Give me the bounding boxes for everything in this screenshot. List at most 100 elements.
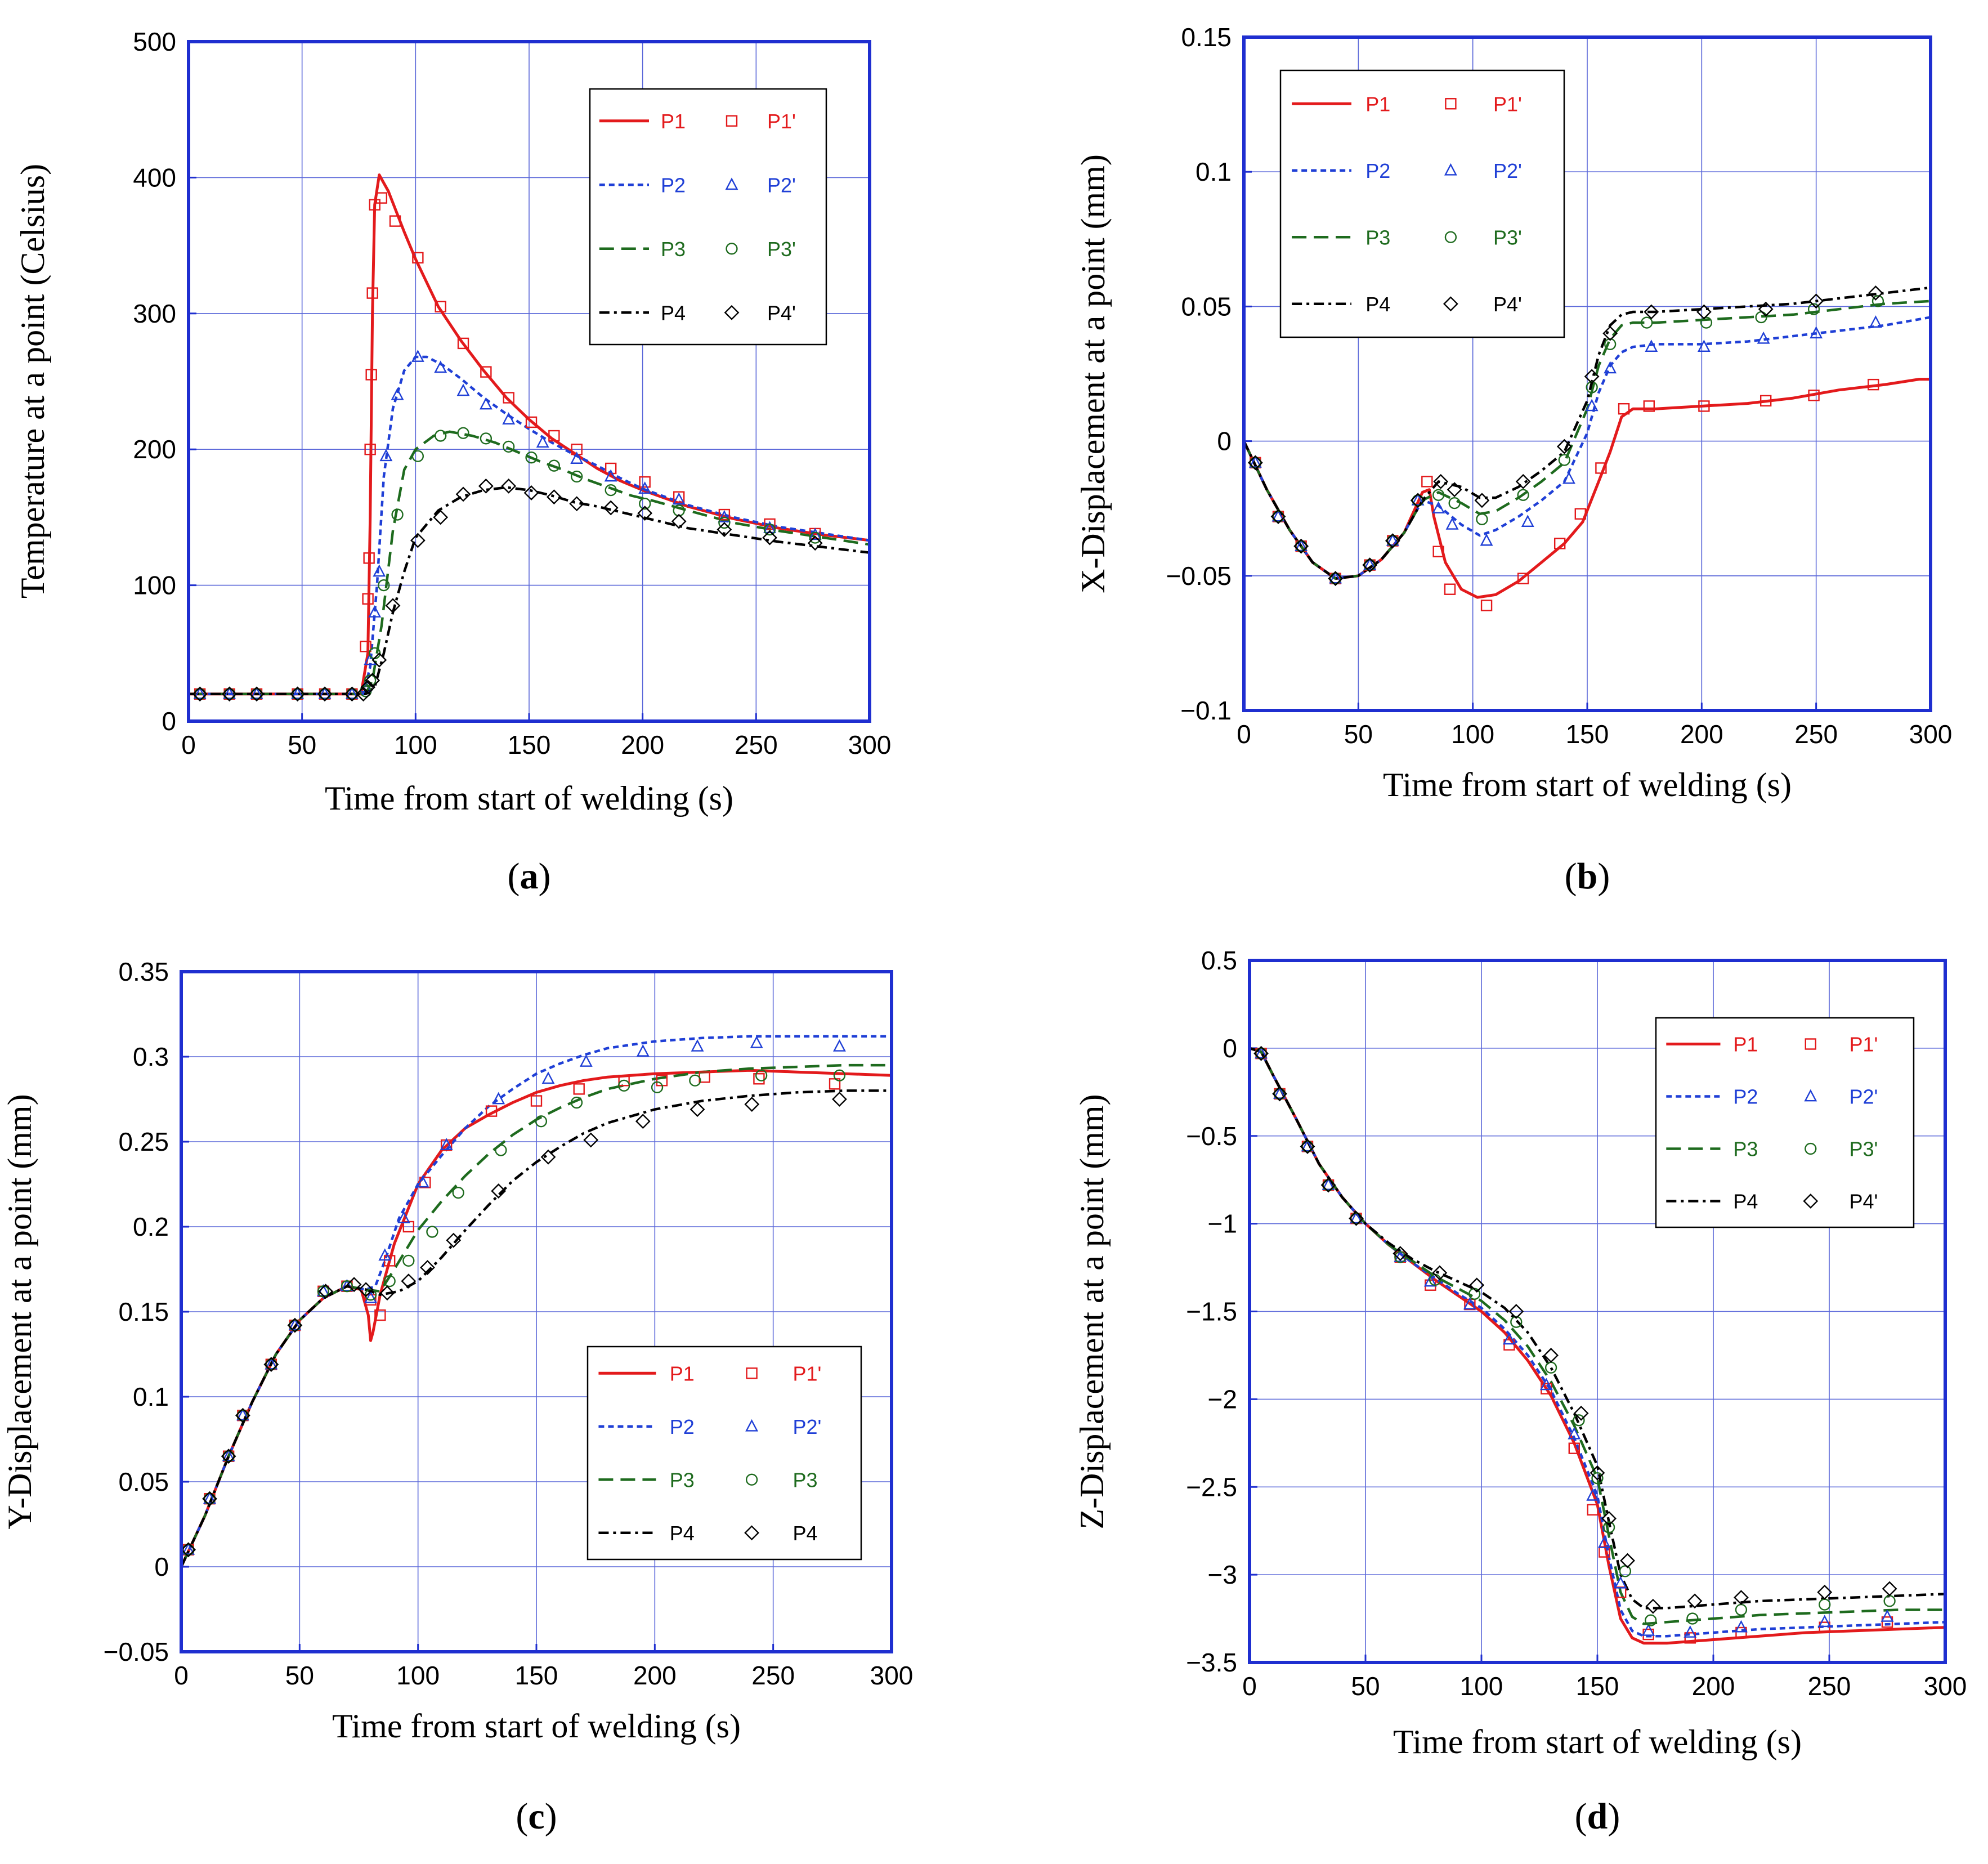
- panel-caption: (a): [508, 856, 551, 897]
- data-point-marker: [344, 686, 360, 702]
- data-point-marker: [1469, 1277, 1485, 1293]
- y-tick-label: −2: [1208, 1384, 1237, 1414]
- series-markers-p2-prime: [193, 350, 822, 699]
- data-point-marker: [503, 440, 515, 453]
- data-point-marker: [1573, 1405, 1589, 1421]
- data-point-marker: [378, 1248, 392, 1261]
- data-point-marker: [1432, 489, 1445, 501]
- plot-frame: [1248, 959, 1947, 1664]
- data-point-marker: [1604, 338, 1617, 351]
- data-point-marker: [383, 1275, 396, 1288]
- data-point-marker: [193, 686, 207, 699]
- data-point-marker: [291, 686, 305, 699]
- data-point-marker: [369, 199, 380, 211]
- data-point-marker: [1349, 1210, 1364, 1226]
- data-point-marker: [223, 686, 236, 699]
- data-point-marker: [1604, 361, 1617, 374]
- series-markers-p3-prime: [1249, 295, 1884, 585]
- data-point-marker: [1810, 326, 1823, 339]
- y-tick-label: 0.25: [118, 1127, 169, 1156]
- data-point-marker: [1641, 316, 1653, 329]
- legend-label: P3: [661, 238, 686, 261]
- y-tick-label: 0.05: [1181, 292, 1232, 321]
- data-point-marker: [1272, 1086, 1287, 1102]
- data-point-marker: [1394, 1249, 1407, 1262]
- data-point-marker: [1817, 1584, 1833, 1600]
- data-point-marker: [203, 1491, 216, 1504]
- data-point-marker: [503, 392, 514, 404]
- data-point-marker: [1591, 1472, 1604, 1485]
- legend-label: P1: [670, 1362, 695, 1385]
- y-axis-label: X-Displacement at a point (mm): [1074, 154, 1112, 593]
- x-tick-label: 150: [515, 1661, 558, 1690]
- data-point-marker: [373, 564, 386, 577]
- data-point-marker: [1273, 1088, 1286, 1100]
- legend-label: P1': [1493, 92, 1522, 115]
- legend-label: P4': [1850, 1190, 1878, 1213]
- y-tick-label: 0.1: [1196, 157, 1232, 186]
- data-point-marker: [365, 1294, 377, 1306]
- y-tick-label: 300: [133, 299, 176, 328]
- data-point-marker: [1868, 378, 1879, 391]
- y-tick-label: 0: [1223, 1034, 1237, 1063]
- data-point-marker: [764, 518, 776, 530]
- legend-marker-swatch: [1443, 296, 1458, 312]
- legend-label: P2: [661, 173, 686, 196]
- legend-box: [586, 1346, 862, 1561]
- data-point-marker: [319, 688, 331, 700]
- data-point-marker: [1393, 1246, 1408, 1262]
- legend-box: [1279, 69, 1565, 338]
- series-line-p3: [181, 1063, 892, 1567]
- data-point-marker: [1508, 1304, 1524, 1319]
- legend-label: P2': [767, 173, 796, 196]
- legend-box: [589, 88, 827, 346]
- data-point-marker: [1684, 1632, 1696, 1644]
- data-point-marker: [1602, 1521, 1615, 1534]
- data-point-marker: [639, 498, 651, 510]
- data-point-marker: [1601, 1510, 1617, 1526]
- x-tick-label: 250: [1794, 719, 1838, 749]
- plot-frame: [1242, 35, 1932, 712]
- data-point-marker: [1364, 559, 1376, 571]
- data-point-marker: [689, 1102, 705, 1117]
- legend-label: P1': [1850, 1033, 1878, 1056]
- data-point-marker: [605, 484, 617, 497]
- legend-label: P3': [1850, 1138, 1878, 1161]
- y-tick-label: −1.5: [1186, 1297, 1237, 1326]
- data-point-marker: [1698, 400, 1710, 412]
- series-line-p4: [181, 1089, 892, 1567]
- data-point-marker: [1480, 600, 1493, 611]
- data-point-marker: [636, 1044, 650, 1057]
- data-point-marker: [1584, 369, 1600, 385]
- y-tick-label: 0.05: [118, 1467, 169, 1496]
- legend-label: P4: [793, 1522, 818, 1545]
- data-point-marker: [1394, 1251, 1407, 1263]
- data-point-marker: [1295, 540, 1308, 552]
- y-tick-label: 0: [162, 707, 176, 736]
- data-point-marker: [1568, 1442, 1580, 1454]
- x-tick-label: 0: [181, 730, 196, 759]
- data-point-marker: [1586, 381, 1598, 394]
- legend-marker-swatch: [1804, 1089, 1817, 1102]
- panel-caption: (d): [1575, 1796, 1620, 1837]
- data-point-marker: [1868, 285, 1883, 301]
- data-point-marker: [375, 192, 388, 204]
- series-line-p2: [181, 1035, 892, 1567]
- y-axis-label: Temperature at a point (Celsius): [14, 164, 51, 598]
- data-point-marker: [318, 1284, 334, 1299]
- series-markers-p3-prime: [182, 1069, 846, 1556]
- series-markers-p4-prime: [181, 1092, 847, 1558]
- data-point-marker: [570, 452, 584, 464]
- data-point-marker: [1301, 1139, 1314, 1152]
- data-point-marker: [182, 1542, 195, 1555]
- x-tick-label: 150: [1566, 719, 1609, 749]
- data-point-marker: [222, 1450, 235, 1463]
- legend-marker-swatch: [724, 305, 740, 320]
- data-point-marker: [1255, 1047, 1268, 1060]
- series-group: [1250, 1045, 1945, 1645]
- data-point-marker: [1869, 315, 1882, 328]
- data-point-marker: [525, 452, 538, 464]
- data-point-marker: [570, 1096, 583, 1109]
- data-point-marker: [221, 1449, 236, 1464]
- data-point-marker: [379, 1285, 395, 1301]
